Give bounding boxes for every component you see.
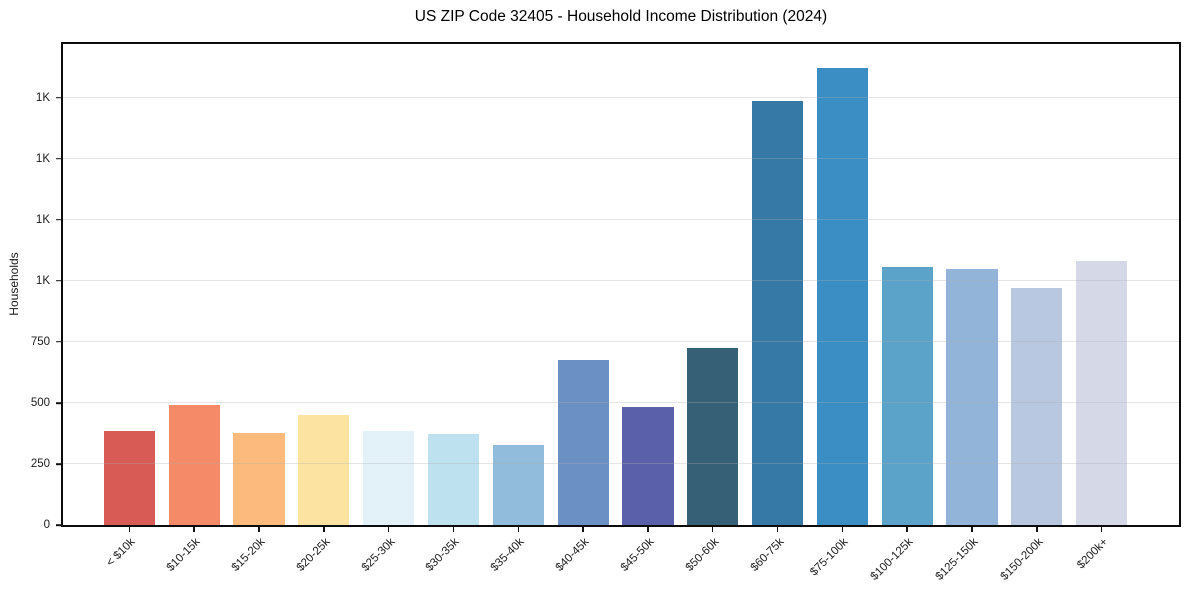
bar-slot: [486, 44, 551, 525]
plot-area: [61, 42, 1181, 527]
bar: [751, 101, 804, 525]
bar: [103, 431, 155, 525]
x-tick-mark: [128, 527, 131, 532]
y-tick-label: 1K: [35, 274, 50, 287]
bar: [687, 348, 739, 525]
x-tick-slot: $20-25k: [291, 527, 356, 589]
y-tick-mark: [56, 463, 61, 465]
bar-slot: [745, 44, 810, 525]
y-tick-label: 750: [30, 335, 50, 348]
bar: [492, 444, 544, 525]
x-tick-mark: [1100, 527, 1103, 532]
x-tick-mark: [711, 527, 714, 532]
x-tick-slot: $25-30k: [356, 527, 421, 589]
x-tick-mark: [452, 527, 455, 532]
x-tick-slot: $10-15k: [162, 527, 227, 589]
bar: [1076, 261, 1128, 525]
bar: [363, 430, 415, 525]
y-tick-label: 0: [43, 519, 50, 531]
x-tick-slot: $100-125k: [869, 527, 940, 589]
bar-slot: [162, 44, 227, 525]
x-tick-mark: [387, 527, 390, 532]
x-tick-slot: $125-150k: [934, 527, 1005, 589]
y-axis: 0 250 500 750 1K 1K 1K 1K: [0, 44, 61, 531]
y-tick-mark: [56, 341, 61, 343]
x-tick-slot: $200k+: [1069, 527, 1134, 589]
x-axis: < $10k $10-15k $15-20k $20-25k $25-30k $30-35…: [61, 527, 1181, 589]
x-tick-slot: $75-100k: [808, 527, 875, 589]
bar-slot: [680, 44, 745, 525]
bar: [168, 405, 220, 525]
x-tick-label: < $10k: [104, 536, 138, 570]
y-tick-mark: [56, 96, 61, 99]
y-tick-mark: [56, 402, 61, 404]
x-tick-slot: $50-60k: [680, 527, 745, 589]
bar: [816, 67, 868, 525]
x-tick-slot: $45-50k: [616, 527, 681, 589]
x-tick-mark: [323, 527, 325, 532]
bar: [622, 407, 674, 525]
y-tick-label: 250: [30, 457, 50, 470]
bar-slot: [227, 44, 292, 525]
bar-slot: [551, 44, 616, 525]
x-tick-mark: [517, 527, 520, 532]
y-tick-mark: [56, 219, 61, 221]
y-tick-mark: [56, 280, 61, 282]
y-tick-mark: [56, 524, 61, 526]
bar: [557, 360, 609, 525]
x-tick-mark: [841, 527, 844, 532]
x-tick-slot: < $10k: [97, 527, 162, 589]
x-tick-mark: [971, 527, 973, 532]
y-tick-label: 500: [30, 396, 50, 409]
x-tick-mark: [193, 527, 195, 532]
bar-slot: [421, 44, 486, 525]
x-tick-slot: $35-40k: [486, 527, 551, 589]
bar: [298, 415, 350, 525]
x-tick-slot: $30-35k: [421, 527, 486, 589]
bar: [1011, 288, 1063, 525]
x-tick-slot: $40-45k: [551, 527, 616, 589]
y-tick-label: 1K: [35, 91, 50, 104]
x-tick-mark: [776, 527, 779, 532]
x-tick-mark: [647, 527, 649, 532]
x-tick-mark: [1036, 527, 1038, 532]
bar-slot: [940, 44, 1005, 525]
x-tick-mark: [906, 527, 908, 532]
bar-slot: [875, 44, 940, 525]
bar-slot: [1069, 44, 1134, 525]
x-tick-mark: [582, 527, 584, 532]
y-tick-label: 1K: [35, 152, 50, 165]
x-tick-mark: [258, 527, 260, 532]
chart-title: US ZIP Code 32405 - Household Income Dis…: [414, 8, 828, 25]
x-tick-slot: $15-20k: [227, 527, 292, 589]
y-tick-mark: [56, 157, 61, 160]
x-tick-slot: $60-75k: [745, 527, 810, 589]
bar: [946, 269, 998, 525]
bar-slot: [356, 44, 421, 525]
x-tick-slot: $150-200k: [998, 527, 1069, 589]
bars-container: [97, 44, 1134, 525]
bar: [427, 434, 480, 525]
bar-slot: [616, 44, 681, 525]
bar-slot: [97, 44, 162, 525]
bar-slot: [1004, 44, 1069, 525]
bar-slot: [810, 44, 875, 525]
bar: [881, 267, 933, 525]
y-tick-label: 1K: [35, 213, 50, 226]
bar: [233, 433, 285, 525]
bar-slot: [291, 44, 356, 525]
